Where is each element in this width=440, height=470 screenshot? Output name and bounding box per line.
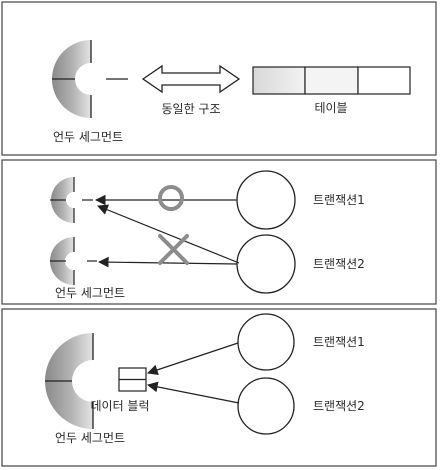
transaction-2-to-block-arrow [146, 381, 240, 404]
undo-segment-shape [45, 333, 94, 429]
transaction-2-to-upper-segment-arrow [96, 204, 240, 264]
data-block-label: 데이터 블럭 [90, 399, 149, 413]
denied-cross-mark [158, 234, 189, 265]
transaction-2-label: 트랜잭션2 [313, 399, 365, 413]
table-shape [252, 66, 411, 95]
transaction-1-circle [237, 313, 295, 371]
undo-segment-shape-upper [50, 176, 75, 224]
undo-segment-shape-lower [50, 237, 75, 285]
undo-segment-label: 언두 세그먼트 [55, 431, 125, 445]
panel-3-frame [1, 308, 437, 467]
transaction-2-to-lower-segment-arrow [97, 256, 238, 268]
transaction-1-to-block-arrow [146, 342, 239, 376]
transaction-2-circle [237, 377, 295, 435]
table-label: 테이블 [314, 101, 347, 115]
relation-label: 동일한 구조 [161, 102, 220, 116]
undo-segment-label: 언두 세그먼트 [55, 286, 125, 300]
transaction-1-label: 트랜잭션1 [313, 193, 365, 207]
transaction-2-label: 트랜잭션2 [313, 257, 365, 271]
transaction-1-circle [236, 170, 296, 230]
undo-segment-shape [51, 39, 92, 118]
data-block-shape [118, 367, 147, 392]
undo-segment-label: 언두 세그먼트 [53, 130, 123, 144]
allowed-circle-mark [158, 185, 184, 211]
transaction-2-circle [236, 234, 296, 294]
double-arrow-shape [141, 64, 241, 94]
panel-2-frame [1, 159, 437, 305]
transaction-1-label: 트랜잭션1 [313, 335, 365, 349]
panel-1-frame [1, 1, 437, 156]
